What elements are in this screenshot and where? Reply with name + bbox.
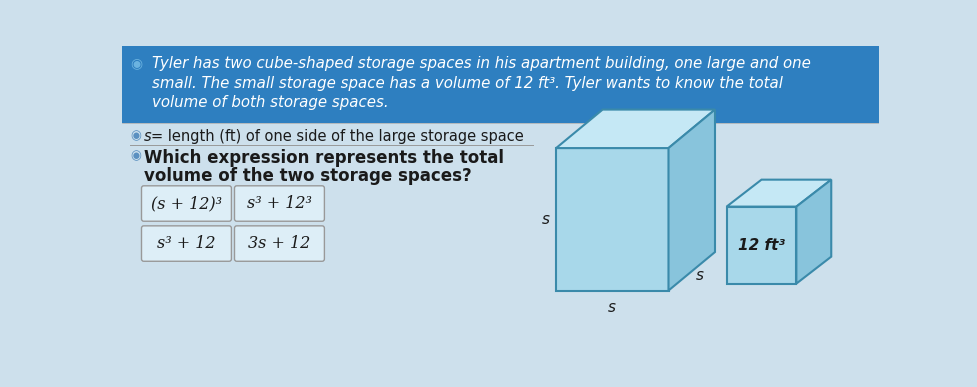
Polygon shape (556, 110, 715, 148)
FancyBboxPatch shape (142, 186, 232, 221)
Text: ◉: ◉ (130, 150, 141, 163)
FancyBboxPatch shape (234, 186, 324, 221)
Text: volume of the two storage spaces?: volume of the two storage spaces? (144, 167, 472, 185)
FancyBboxPatch shape (142, 226, 232, 261)
Text: small. The small storage space has a volume of 12 ft³. Tyler wants to know the t: small. The small storage space has a vol… (151, 76, 783, 91)
Text: = length (ft) of one side of the large storage space: = length (ft) of one side of the large s… (150, 129, 524, 144)
Text: Which expression represents the total: Which expression represents the total (144, 149, 504, 167)
Text: s: s (542, 212, 550, 227)
Bar (122, 123, 879, 344)
Text: 3s + 12: 3s + 12 (248, 235, 311, 252)
Text: 12 ft³: 12 ft³ (738, 238, 785, 253)
Text: s: s (144, 129, 151, 144)
Polygon shape (796, 180, 831, 284)
Text: ◉: ◉ (130, 57, 142, 70)
FancyBboxPatch shape (234, 226, 324, 261)
Text: s: s (696, 268, 703, 283)
Polygon shape (668, 110, 715, 291)
Polygon shape (556, 148, 668, 291)
Text: s³ + 12³: s³ + 12³ (247, 195, 312, 212)
Text: s: s (609, 300, 616, 315)
Bar (122, 46, 879, 123)
Text: (s + 12)³: (s + 12)³ (151, 195, 222, 212)
Text: Tyler has two cube-shaped storage spaces in his apartment building, one large an: Tyler has two cube-shaped storage spaces… (151, 57, 811, 72)
Text: s³ + 12: s³ + 12 (157, 235, 216, 252)
Polygon shape (727, 180, 831, 207)
Polygon shape (727, 207, 796, 284)
Text: ◉: ◉ (130, 130, 141, 142)
Text: volume of both storage spaces.: volume of both storage spaces. (151, 95, 388, 110)
